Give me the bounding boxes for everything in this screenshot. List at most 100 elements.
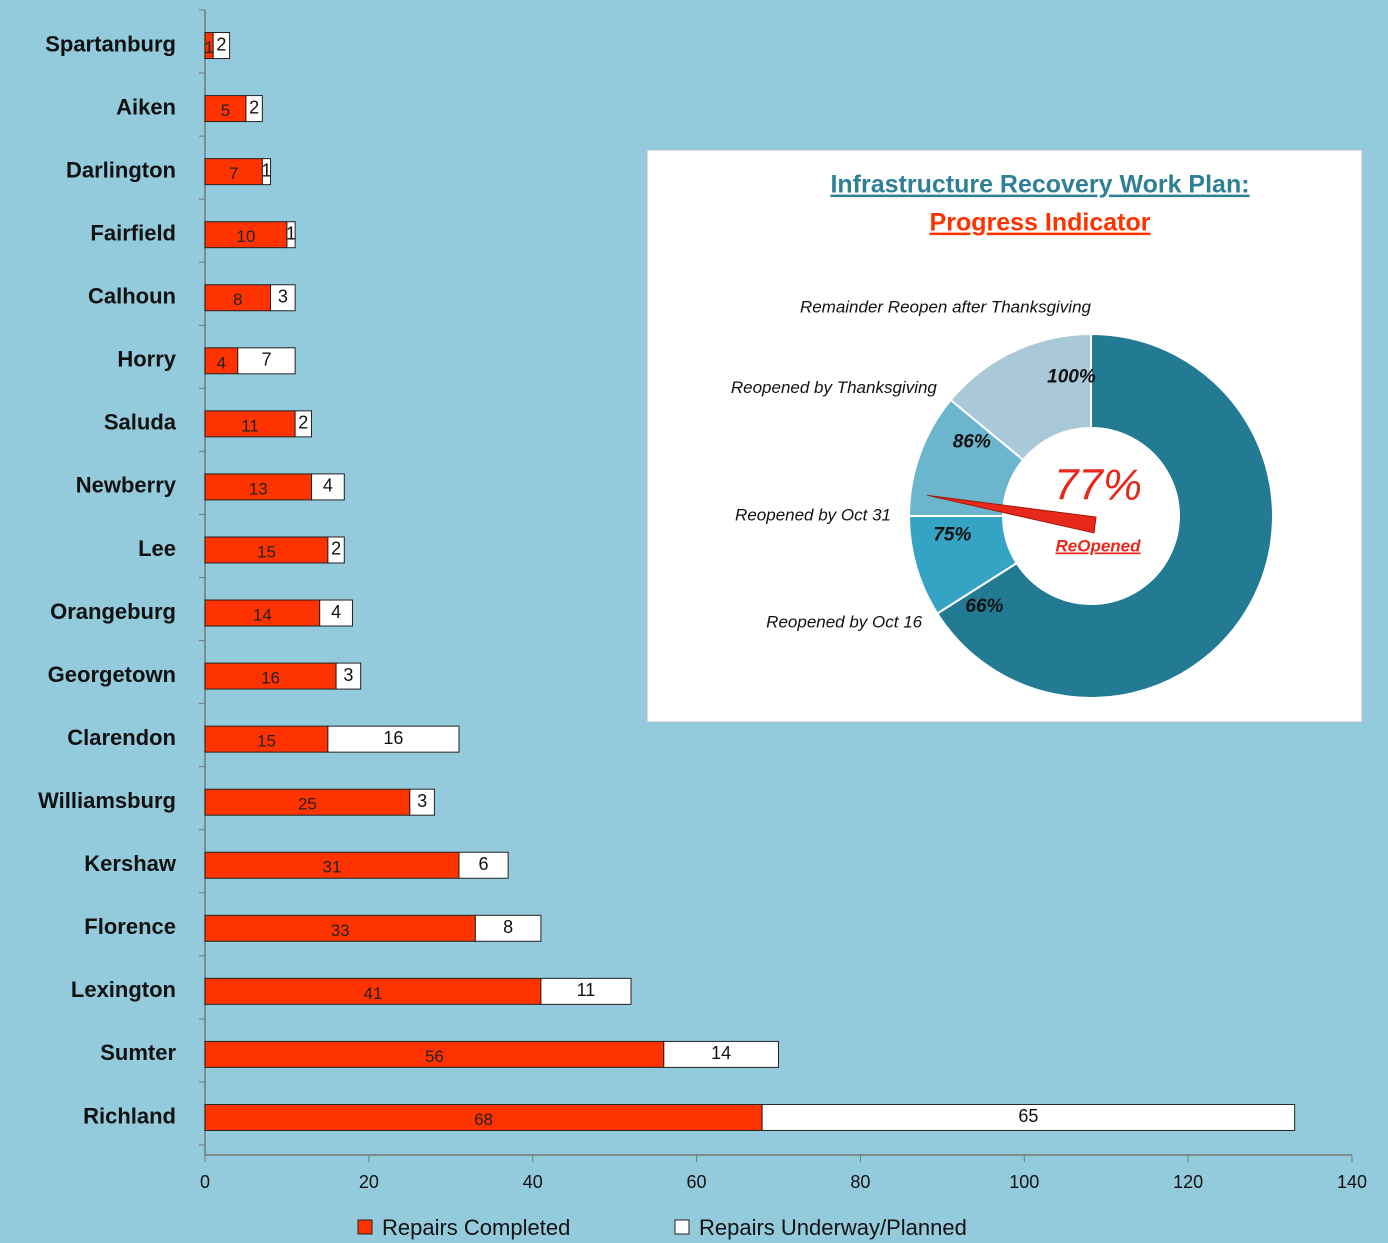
gauge-title: Infrastructure Recovery Work Plan:: [830, 171, 1249, 199]
x-tick-label: 140: [1337, 1172, 1367, 1192]
band-name-label: Reopened by Thanksgiving: [731, 378, 938, 397]
bar-segment: [204, 851, 460, 879]
data-label: 6: [479, 854, 489, 874]
data-label: 8: [233, 290, 242, 309]
data-label: 16: [261, 669, 280, 688]
gauge-caption: ReOpened: [1055, 536, 1141, 555]
category-label: Richland: [83, 1103, 176, 1128]
bar-segment: [204, 473, 313, 501]
gauge-band: [949, 332, 1092, 462]
category-label: Orangeburg: [50, 599, 176, 624]
x-tick-label: 0: [200, 1172, 210, 1192]
bar-segment: [204, 1040, 665, 1068]
data-label: 1: [204, 38, 213, 57]
data-label: 16: [383, 728, 403, 748]
data-label: 2: [216, 34, 226, 54]
data-label: 14: [711, 1043, 731, 1063]
data-label: 3: [343, 665, 353, 685]
x-tick-label: 80: [850, 1172, 870, 1192]
bar-segment: [212, 32, 231, 60]
data-label: 33: [331, 921, 350, 940]
band-name-label: Remainder Reopen after Thanksgiving: [800, 297, 1092, 316]
bar-segment: [204, 725, 329, 753]
data-label: 3: [278, 287, 288, 307]
bar-segment: [270, 284, 296, 312]
data-label: 2: [249, 97, 259, 117]
category-label: Darlington: [66, 157, 176, 182]
category-label: Newberry: [76, 473, 177, 498]
bar-segment: [204, 788, 411, 816]
data-label: 4: [323, 476, 333, 496]
bar-segment: [474, 914, 542, 942]
bar-segment: [204, 662, 337, 690]
bar-segment: [458, 851, 509, 879]
category-label: Fairfield: [90, 221, 176, 246]
category-label: Aiken: [116, 94, 176, 119]
data-label: 10: [237, 227, 256, 246]
bar-segment: [335, 662, 362, 690]
x-tick-label: 40: [523, 1172, 543, 1192]
gauge-band: [935, 332, 1274, 699]
data-label: 56: [425, 1047, 444, 1066]
category-label: Kershaw: [84, 851, 177, 876]
x-tick-label: 20: [359, 1172, 379, 1192]
bar-segment: [204, 221, 288, 249]
band-value-label: 66%: [965, 596, 1003, 617]
bar-segment: [237, 347, 296, 375]
bar-segment: [204, 977, 542, 1005]
bar-segment: [245, 95, 263, 123]
gauge-subtitle: Progress Indicator: [930, 209, 1151, 237]
band-value-label: 100%: [1047, 366, 1096, 387]
bar-segment: [204, 284, 272, 312]
legend-label: Repairs Completed: [382, 1215, 570, 1240]
bar-segment: [327, 536, 345, 564]
category-label: Florence: [84, 914, 176, 939]
category-label: Georgetown: [48, 662, 176, 687]
x-tick-label: 60: [687, 1172, 707, 1192]
gauge-needle: [927, 494, 1097, 534]
category-label: Saluda: [104, 410, 177, 435]
x-tick-label: 120: [1173, 1172, 1203, 1192]
data-label: 14: [253, 606, 272, 625]
data-label: 68: [474, 1110, 493, 1129]
band-name-label: Reopened by Oct 31: [735, 505, 891, 524]
category-label: Williamsburg: [38, 788, 176, 813]
bar-segment: [204, 158, 263, 186]
data-label: 11: [577, 980, 596, 1000]
bar-segment: [204, 410, 296, 438]
data-label: 2: [298, 413, 308, 433]
data-label: 3: [417, 791, 427, 811]
data-label: 1: [286, 223, 296, 243]
bar-segment: [204, 914, 476, 942]
category-label: Lee: [138, 536, 176, 561]
band-value-label: 75%: [933, 525, 971, 546]
data-label: 7: [261, 350, 271, 370]
data-label: 4: [217, 353, 226, 372]
bar-segment: [261, 158, 272, 186]
bar-segment: [204, 536, 329, 564]
bar-segment: [311, 473, 345, 501]
bar-segment: [204, 347, 239, 375]
bar-segment: [204, 599, 321, 627]
data-label: 2: [331, 539, 341, 559]
data-label: 8: [503, 917, 513, 937]
data-label: 13: [249, 479, 268, 498]
category-label: Calhoun: [88, 284, 176, 309]
data-label: 4: [331, 602, 341, 622]
category-label: Spartanburg: [45, 31, 176, 56]
data-label: 7: [229, 164, 238, 183]
bar-segment: [540, 977, 632, 1005]
bar-segment: [286, 221, 296, 249]
band-name-label: Reopened by Oct 16: [766, 613, 922, 632]
legend-swatch: [674, 1219, 690, 1235]
bar-segment: [319, 599, 353, 627]
x-tick-label: 100: [1009, 1172, 1039, 1192]
data-label: 15: [257, 542, 276, 561]
category-label: Horry: [117, 347, 176, 372]
legend-label: Repairs Underway/Planned: [699, 1215, 967, 1240]
data-label: 65: [1018, 1106, 1038, 1126]
band-value-label: 86%: [953, 432, 991, 453]
data-label: 11: [241, 416, 259, 435]
category-label: Lexington: [71, 977, 176, 1002]
